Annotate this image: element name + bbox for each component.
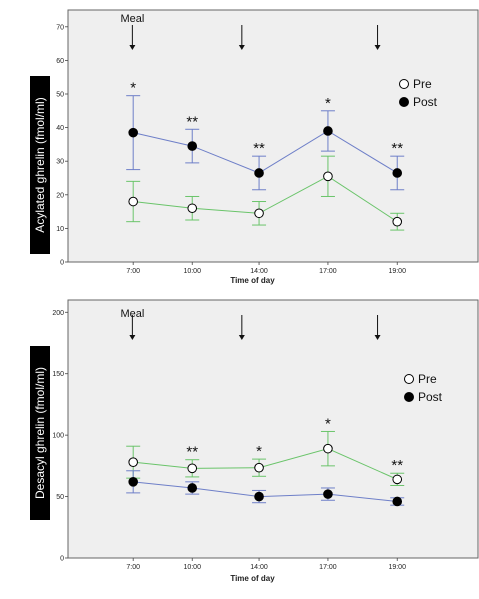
data-point-post <box>392 168 403 178</box>
x-tick-label: 14:00 <box>250 268 268 275</box>
legend-label-pre: Pre <box>413 77 432 91</box>
legend-marker-post <box>404 392 414 402</box>
legend-marker-pre <box>399 79 409 89</box>
y-tick-label: 40 <box>56 125 64 132</box>
significance-mark: ** <box>391 457 403 474</box>
data-point-pre <box>128 457 138 467</box>
legend-marker-pre <box>404 374 414 384</box>
data-point-post <box>128 477 138 487</box>
y-tick-label: 20 <box>56 192 64 199</box>
significance-mark: ** <box>186 113 198 130</box>
y-tick-label: 150 <box>52 371 64 378</box>
data-point-pre <box>392 474 403 485</box>
y-tick-label: 0 <box>60 556 64 563</box>
x-axis-label: Time of day <box>230 276 275 285</box>
x-tick-label: 19:00 <box>388 268 406 275</box>
x-tick-label: 7:00 <box>126 564 140 571</box>
data-point-post <box>128 127 138 138</box>
meal-arrow-head <box>129 45 136 50</box>
meal-label: Meal <box>120 308 144 320</box>
legend-label-post: Post <box>418 390 443 404</box>
meal-arrow-head <box>238 45 245 50</box>
x-tick-label: 10:00 <box>183 268 201 275</box>
significance-mark: ** <box>253 140 265 157</box>
y-axis-label: Desacyl ghrelin (fmol/ml) <box>33 367 47 499</box>
data-point-pre <box>392 216 403 227</box>
data-point-post <box>187 483 198 493</box>
x-axis-label: Time of day <box>230 574 275 583</box>
y-axis-label-box <box>30 346 50 520</box>
legend-label-post: Post <box>413 95 438 109</box>
y-tick-label: 70 <box>56 24 64 31</box>
meal-arrow-head <box>374 335 381 340</box>
y-tick-label: 30 <box>56 159 64 166</box>
y-axis-label-box <box>30 76 50 254</box>
data-point-post <box>323 489 333 499</box>
data-point-post <box>187 141 198 151</box>
data-point-post <box>254 491 264 502</box>
meal-label: Meal <box>120 13 144 25</box>
plot-area <box>67 299 479 559</box>
chart-desacyl: 0 50 100 150 200 7:00 10:00 14:00 17:00 19:00 Time… <box>30 299 479 583</box>
significance-mark: * <box>130 80 136 97</box>
x-tick-label: 14:00 <box>250 564 268 571</box>
significance-mark: * <box>325 415 331 432</box>
legend-label-pre: Pre <box>418 372 437 386</box>
data-point-pre <box>128 196 138 207</box>
data-point-pre <box>323 171 333 182</box>
y-tick-label: 0 <box>60 260 64 267</box>
y-tick-label: 10 <box>56 226 64 233</box>
meal-arrow-head <box>129 335 136 340</box>
x-tick-label: 10:00 <box>183 564 201 571</box>
data-point-pre <box>187 203 198 214</box>
plot-area <box>67 9 479 263</box>
significance-mark: ** <box>186 444 198 461</box>
data-point-post <box>392 496 403 507</box>
significance-mark: * <box>325 95 331 112</box>
data-point-pre <box>254 208 264 219</box>
data-point-post <box>323 126 333 136</box>
legend-marker-post <box>399 97 409 107</box>
y-tick-label: 50 <box>56 92 64 99</box>
x-tick-label: 17:00 <box>319 564 337 571</box>
meal-arrow-head <box>374 45 381 50</box>
y-tick-label: 50 <box>56 494 64 501</box>
x-tick-label: 17:00 <box>319 268 337 275</box>
significance-mark: * <box>256 443 262 460</box>
significance-mark: ** <box>391 140 403 157</box>
data-point-pre <box>254 462 264 473</box>
x-tick-label: 7:00 <box>126 268 140 275</box>
meal-arrow-head <box>238 335 245 340</box>
data-point-post <box>254 168 264 178</box>
x-tick-label: 19:00 <box>388 564 406 571</box>
y-tick-label: 60 <box>56 58 64 65</box>
y-tick-label: 100 <box>52 433 64 440</box>
data-point-pre <box>187 463 198 474</box>
y-tick-label: 200 <box>52 310 64 317</box>
y-axis-label: Acylated ghrelin (fmol/ml) <box>33 97 47 232</box>
data-point-pre <box>323 443 333 454</box>
chart-acylated: 0 10 20 30 40 50 60 70 7:00 10:00 14:00 17:00 19:00 T… <box>30 9 479 285</box>
